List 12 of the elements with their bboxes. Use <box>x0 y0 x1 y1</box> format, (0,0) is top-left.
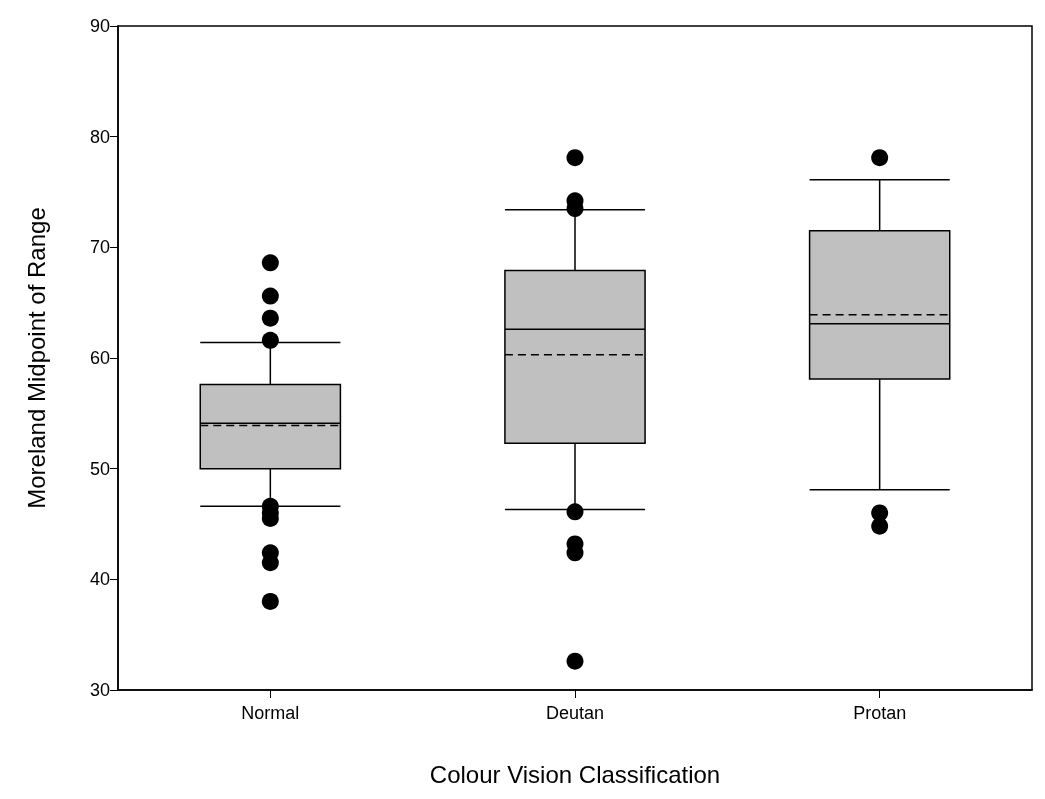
y-tick-label: 50 <box>89 458 110 479</box>
y-tick-label: 90 <box>89 16 110 36</box>
y-tick-label: 60 <box>89 348 110 368</box>
y-axis-title: Moreland Midpoint of Range <box>22 207 50 509</box>
y-tick-label: 80 <box>89 126 110 147</box>
y-tick-label: 30 <box>89 680 110 700</box>
y-tick-label: 40 <box>89 569 110 590</box>
y-tick-label: 70 <box>89 237 110 258</box>
x-tick-label: Deutan <box>545 703 605 723</box>
x-tick-label: Normal <box>241 703 300 723</box>
x-tick-label: Protan <box>853 703 907 723</box>
x-axis-title: Colour Vision Classification <box>429 760 721 788</box>
